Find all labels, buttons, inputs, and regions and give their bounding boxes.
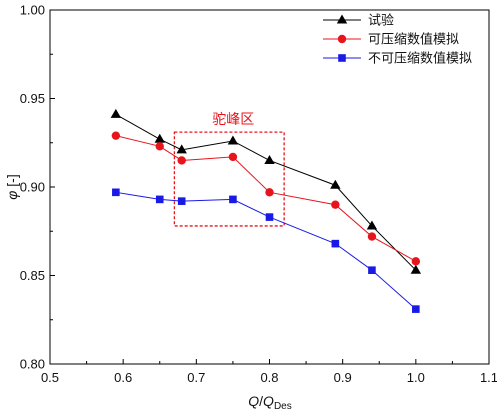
axis-ticks: 0.5 0.6 0.7 0.8 0.9 1.0 1.1 0.80 0.85 0.90 0.95 1.0… — [20, 3, 497, 386]
data-point — [155, 195, 164, 204]
x-tick-label: 1.0 — [407, 370, 425, 385]
data-point — [331, 239, 340, 248]
data-point — [410, 264, 422, 274]
data-point — [412, 305, 420, 313]
data-point — [112, 188, 120, 197]
x-axis-qdes: Q — [263, 393, 274, 409]
data-point — [110, 108, 122, 118]
y-tick-label: 0.80 — [20, 357, 45, 372]
series-layer — [110, 108, 422, 313]
y-tick-label: 0.85 — [20, 268, 45, 283]
data-point — [331, 200, 340, 209]
data-point — [411, 257, 421, 266]
x-axis-title: Q/QDes — [248, 393, 291, 412]
x-tick-label: 0.5 — [41, 370, 59, 385]
x-axis-q: Q — [248, 393, 259, 409]
data-point — [177, 197, 186, 205]
series-line — [115, 135, 417, 262]
legend-label: 试验 — [368, 13, 394, 28]
data-point — [228, 152, 238, 162]
x-tick-label: 1.1 — [480, 370, 497, 385]
data-point — [111, 131, 121, 140]
series-3 — [112, 188, 420, 313]
x-tick-label: 0.8 — [260, 370, 278, 385]
hump-region-label: 驼峰区 — [212, 111, 254, 127]
hump-region-annotation: 驼峰区 — [173, 111, 285, 227]
x-tick-label: 0.9 — [334, 370, 352, 385]
data-point — [366, 220, 378, 230]
data-point — [330, 179, 341, 189]
y-axis-title: φ [-] — [4, 174, 20, 199]
legend-label: 不可压缩数值模拟 — [368, 51, 472, 66]
x-axis-subscript: Des — [274, 401, 292, 412]
data-point — [176, 144, 187, 154]
data-point — [265, 188, 274, 197]
hump-region-box — [173, 131, 285, 227]
x-tick-label: 0.6 — [114, 370, 132, 385]
series-2 — [111, 131, 421, 266]
data-point — [264, 154, 275, 164]
x-axis-slash: / — [259, 393, 263, 409]
legend-item: 不可压缩数值模拟 — [323, 51, 472, 66]
y-tick-label: 1.00 — [20, 3, 45, 18]
legend-label: 可压缩数值模拟 — [368, 32, 459, 47]
legend-marker — [338, 54, 346, 62]
y-tick-label: 0.95 — [20, 91, 45, 106]
data-point — [227, 135, 239, 145]
y-axis-unit: [-] — [4, 174, 20, 190]
series-1 — [110, 108, 422, 274]
data-point — [154, 133, 165, 143]
data-point — [367, 232, 377, 241]
series-line — [115, 191, 417, 310]
x-tick-label: 0.7 — [187, 370, 205, 385]
legend-marker — [337, 34, 347, 44]
data-point — [229, 195, 237, 204]
data-point — [368, 266, 376, 274]
data-point — [155, 142, 164, 151]
y-axis-symbol: φ — [4, 191, 20, 200]
y-tick-label: 0.90 — [20, 180, 45, 195]
data-point — [177, 156, 186, 165]
legend-marker — [336, 14, 348, 24]
legend-item: 可压缩数值模拟 — [323, 32, 459, 47]
legend-item: 试验 — [323, 13, 394, 28]
data-point — [265, 213, 274, 221]
